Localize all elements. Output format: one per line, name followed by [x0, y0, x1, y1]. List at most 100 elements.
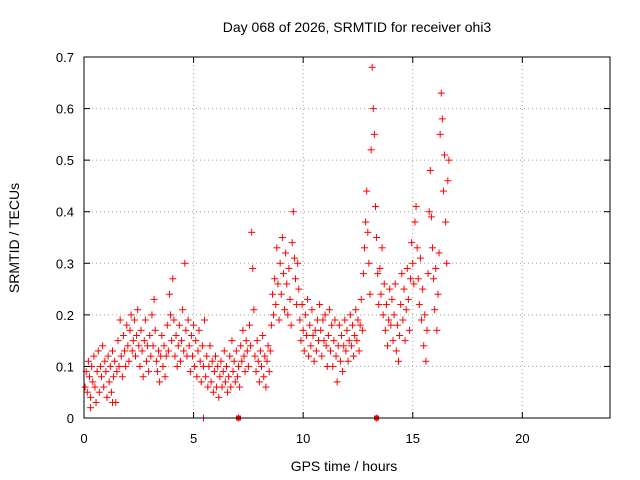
data-point	[395, 357, 403, 365]
data-point	[408, 239, 416, 247]
data-point	[201, 316, 209, 324]
data-point	[384, 342, 392, 350]
y-axis-label: SRMTID / TECUs	[6, 183, 22, 293]
data-point	[392, 347, 400, 355]
data-point	[170, 316, 178, 324]
data-point	[423, 326, 431, 334]
data-point	[130, 316, 138, 324]
data-point	[81, 383, 89, 391]
data-point	[147, 352, 155, 360]
axis-ticks	[83, 56, 610, 419]
data-point	[340, 342, 348, 350]
y-tick-label: 0.3	[56, 256, 74, 271]
data-point	[104, 352, 112, 360]
data-point	[270, 311, 278, 319]
data-point	[245, 321, 253, 329]
data-point	[382, 301, 390, 309]
data-point	[116, 316, 124, 324]
data-point	[407, 275, 415, 283]
data-point	[124, 342, 132, 350]
data-point	[210, 368, 218, 376]
data-point	[174, 342, 182, 350]
data-point	[431, 306, 439, 314]
data-point	[299, 326, 307, 334]
x-axis-label: GPS time / hours	[291, 458, 398, 474]
data-point	[308, 306, 316, 314]
data-point	[216, 373, 224, 381]
x-tick-label: 0	[80, 431, 87, 446]
data-point	[214, 362, 222, 370]
data-point	[180, 347, 188, 355]
data-point	[233, 373, 241, 381]
data-point	[193, 373, 201, 381]
data-point	[128, 347, 136, 355]
data-point	[275, 316, 283, 324]
data-point	[159, 362, 167, 370]
data-point	[83, 388, 91, 396]
data-point	[164, 347, 172, 355]
data-point	[255, 378, 263, 386]
data-point	[437, 89, 445, 97]
data-point	[424, 270, 432, 278]
data-point	[433, 326, 441, 334]
data-point	[114, 337, 122, 345]
data-point	[373, 234, 381, 241]
data-point	[300, 347, 308, 355]
data-point	[291, 275, 299, 283]
data-point	[267, 321, 275, 329]
data-point	[138, 347, 146, 355]
data-point	[182, 326, 190, 334]
data-point	[438, 115, 446, 123]
data-point	[268, 290, 276, 298]
data-point	[359, 270, 367, 278]
data-point	[288, 239, 296, 247]
data-point	[217, 357, 225, 365]
data-point	[162, 352, 170, 360]
data-point	[94, 347, 102, 355]
data-point	[110, 373, 118, 381]
data-point	[142, 357, 150, 365]
data-point	[342, 347, 350, 355]
data-point	[93, 368, 101, 376]
y-tick-label: 0.4	[56, 205, 74, 220]
data-point	[318, 352, 326, 360]
data-point	[241, 368, 249, 376]
data-point	[231, 378, 239, 386]
data-point	[208, 357, 216, 365]
data-point	[412, 203, 420, 211]
data-point	[425, 208, 433, 216]
data-point	[209, 388, 217, 396]
data-point	[355, 347, 363, 355]
data-point	[84, 357, 92, 365]
data-point	[397, 301, 405, 309]
data-point	[415, 301, 423, 309]
data-point	[266, 347, 274, 355]
data-point	[343, 326, 351, 334]
data-point	[329, 362, 337, 370]
data-point	[185, 342, 193, 350]
data-point	[404, 295, 412, 303]
data-point	[103, 393, 111, 401]
data-point	[325, 306, 333, 314]
x-tick-label: 10	[296, 431, 310, 446]
data-point	[132, 352, 140, 360]
data-point	[375, 301, 383, 309]
data-point	[390, 311, 398, 319]
data-point	[191, 362, 199, 370]
data-point	[111, 357, 119, 365]
data-point	[230, 357, 238, 365]
data-point	[332, 352, 340, 360]
data-point	[242, 337, 250, 345]
data-point	[317, 326, 325, 334]
data-point	[236, 383, 244, 391]
data-point	[327, 347, 335, 355]
data-point	[305, 352, 313, 360]
data-point	[385, 316, 393, 324]
data-point	[369, 105, 377, 113]
data-point	[321, 311, 329, 319]
data-point	[298, 301, 306, 309]
data-point	[251, 352, 259, 360]
data-point	[286, 295, 294, 303]
data-point	[320, 337, 328, 345]
